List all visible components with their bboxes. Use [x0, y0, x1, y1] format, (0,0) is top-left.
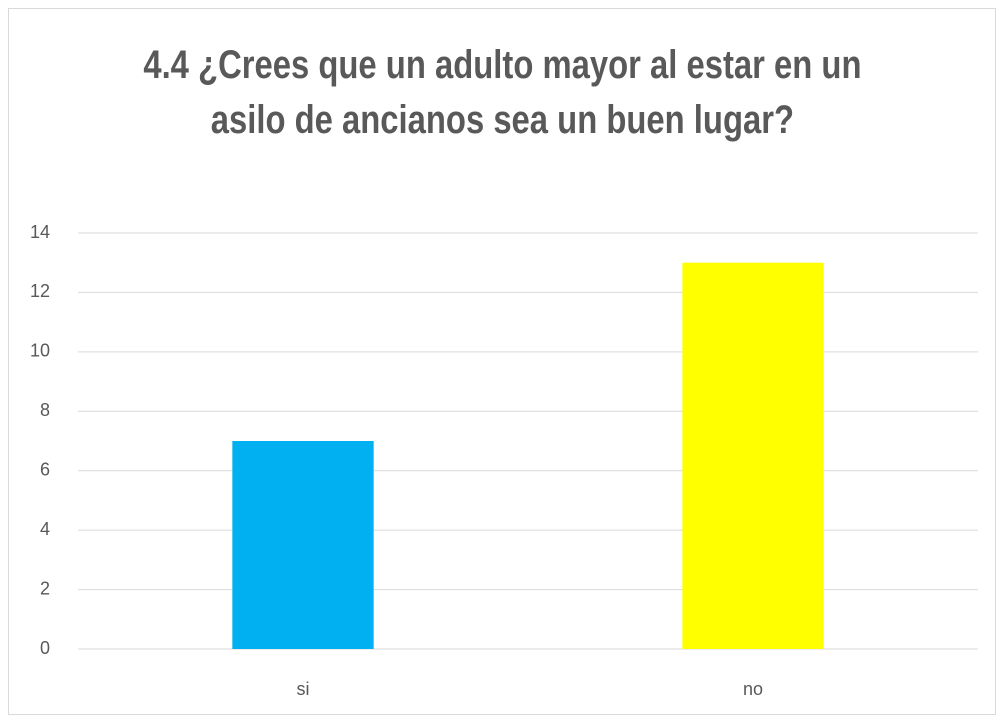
y-tick-label: 6 — [40, 459, 50, 479]
chart-title: 4.4 ¿Crees que un adulto mayor al estar … — [143, 43, 862, 142]
x-tick-label: no — [743, 679, 763, 699]
y-tick-label: 0 — [40, 638, 50, 658]
y-tick-label: 10 — [30, 341, 50, 361]
bar — [682, 262, 824, 649]
chart-frame — [8, 8, 996, 715]
bar — [232, 441, 374, 649]
y-tick-label: 8 — [40, 400, 50, 420]
y-tick-label: 12 — [30, 281, 50, 301]
y-tick-label: 2 — [40, 578, 50, 598]
y-tick-label: 4 — [40, 519, 50, 539]
y-tick-label: 14 — [30, 222, 50, 242]
x-tick-label: si — [297, 679, 310, 699]
